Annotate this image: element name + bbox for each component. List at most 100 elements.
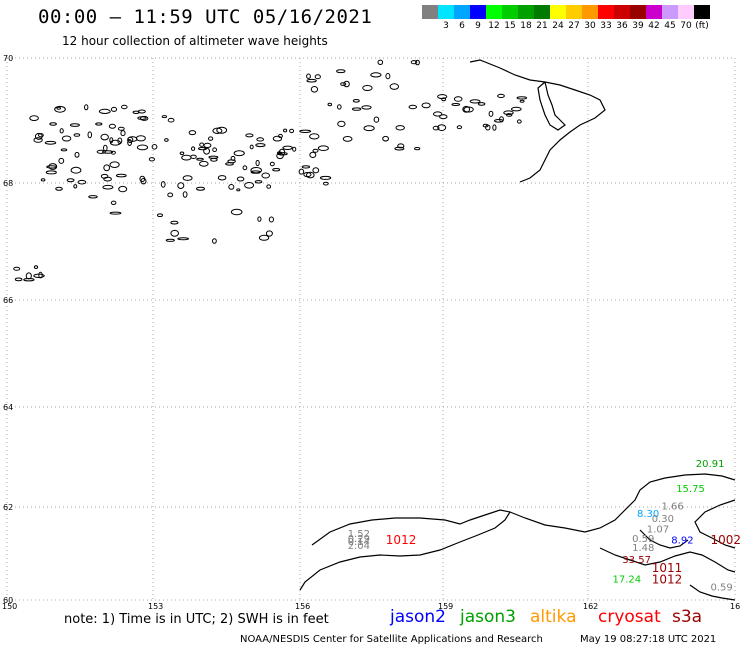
wave-reading: 0.59 bbox=[711, 583, 733, 594]
ice-contour bbox=[228, 184, 235, 190]
ice-contour bbox=[272, 135, 283, 142]
ice-contour bbox=[199, 142, 205, 147]
ice-contour bbox=[432, 125, 440, 131]
ice-contour bbox=[236, 188, 241, 192]
scale-color bbox=[454, 5, 470, 19]
pressure-label: 1002 bbox=[711, 533, 740, 547]
ice-contour bbox=[456, 125, 463, 130]
ice-contour bbox=[477, 102, 486, 106]
ice-contour bbox=[167, 117, 175, 123]
ice-contour bbox=[301, 165, 311, 169]
scale-label: 6 bbox=[459, 21, 465, 31]
note-text: note: 1) Time is in UTC; 2) SWH is in fe… bbox=[64, 612, 329, 627]
ice-contour bbox=[120, 130, 126, 137]
ice-contour bbox=[33, 265, 39, 270]
ice-contour bbox=[14, 277, 23, 282]
ice-contour bbox=[181, 154, 192, 161]
wave-reading: 1.07 bbox=[647, 525, 669, 536]
ice-contour bbox=[257, 216, 262, 222]
ice-contour bbox=[77, 179, 87, 185]
scale-label: 30 bbox=[584, 21, 596, 31]
ice-contour bbox=[109, 139, 121, 146]
scale-swatch: 15 bbox=[502, 5, 518, 31]
ice-contour bbox=[87, 131, 93, 139]
ice-contour bbox=[188, 130, 197, 136]
ice-contour bbox=[95, 122, 103, 126]
ice-contour bbox=[269, 161, 275, 167]
ice-contour bbox=[230, 208, 243, 216]
ice-contour bbox=[492, 124, 497, 131]
pressure-label: 1012 bbox=[652, 573, 683, 587]
satellite-name: altika bbox=[530, 607, 577, 627]
scale-swatch: 45 bbox=[662, 5, 678, 31]
ice-contour bbox=[317, 145, 329, 151]
latitude-label: 66 bbox=[3, 296, 13, 305]
wave-reading: 8.92 bbox=[671, 535, 693, 546]
ice-contour bbox=[272, 168, 281, 172]
longitude-label: 153 bbox=[148, 602, 163, 611]
scale-label: 33 bbox=[600, 21, 612, 31]
scale-label: 9 bbox=[475, 21, 481, 31]
coastline-south bbox=[299, 509, 511, 591]
ice-contour bbox=[236, 176, 245, 182]
ice-contour bbox=[66, 178, 75, 183]
wave-reading: 1.48 bbox=[632, 543, 654, 554]
ice-contour bbox=[217, 175, 227, 181]
ice-contour bbox=[45, 170, 57, 175]
ice-contour bbox=[96, 149, 107, 154]
ice-contour bbox=[88, 195, 98, 199]
ice-contour bbox=[46, 165, 57, 169]
ice-contour bbox=[151, 144, 158, 150]
scale-swatch: (ft) bbox=[694, 5, 710, 31]
ice-contour bbox=[170, 220, 179, 225]
ice-contour bbox=[309, 151, 317, 158]
ice-contour bbox=[48, 163, 58, 170]
ice-contour bbox=[69, 123, 80, 127]
scale-color bbox=[566, 5, 582, 19]
color-scale-legend: 3 6 9 12 15 18 21 24 27 30 33 36 39 42 45 70 (ft) bbox=[422, 5, 710, 31]
ice-contour bbox=[421, 102, 431, 109]
ice-contour bbox=[103, 176, 112, 182]
ice-contour bbox=[389, 83, 399, 90]
coastline-bay-inner bbox=[639, 529, 689, 549]
ice-contour bbox=[198, 147, 207, 151]
scale-label: 36 bbox=[616, 21, 628, 31]
ice-contour bbox=[108, 123, 117, 129]
ice-contour bbox=[225, 162, 234, 166]
ice-contour bbox=[59, 128, 64, 134]
scale-label: 12 bbox=[488, 21, 500, 31]
ice-contour bbox=[519, 99, 525, 103]
ice-contour bbox=[309, 133, 320, 140]
wave-reading: 2.04 bbox=[348, 541, 370, 552]
ice-contour bbox=[363, 125, 375, 132]
ice-contour bbox=[117, 126, 125, 131]
scale-swatch: 21 bbox=[534, 5, 550, 31]
scale-label: 24 bbox=[552, 21, 564, 31]
ice-contour bbox=[327, 102, 333, 107]
scale-color bbox=[486, 5, 502, 19]
wave-reading: 1.52 bbox=[348, 529, 370, 540]
ice-contour bbox=[109, 211, 122, 215]
scale-swatch: 42 bbox=[646, 5, 662, 31]
ice-contour bbox=[511, 106, 522, 112]
scale-swatch: 12 bbox=[486, 5, 502, 31]
ice-contour bbox=[506, 113, 513, 117]
satellite-name: cryosat bbox=[598, 607, 661, 627]
pressure-label: 1011 bbox=[652, 561, 683, 575]
scale-label: 15 bbox=[504, 21, 516, 31]
ice-contour bbox=[103, 144, 108, 152]
longitude-label: 156 bbox=[295, 602, 310, 611]
ice-contour bbox=[258, 234, 270, 241]
ice-contour bbox=[516, 96, 528, 100]
ice-contour bbox=[437, 124, 447, 131]
ice-contour bbox=[414, 147, 421, 151]
page-title: 00:00 – 11:59 UTC 05/16/2021 bbox=[38, 6, 373, 28]
ice-contour bbox=[136, 144, 149, 151]
scale-label: 21 bbox=[536, 21, 548, 31]
ice-contour bbox=[212, 238, 217, 244]
scale-color bbox=[646, 5, 662, 19]
ice-contour bbox=[336, 69, 346, 74]
ice-contour bbox=[182, 191, 188, 198]
